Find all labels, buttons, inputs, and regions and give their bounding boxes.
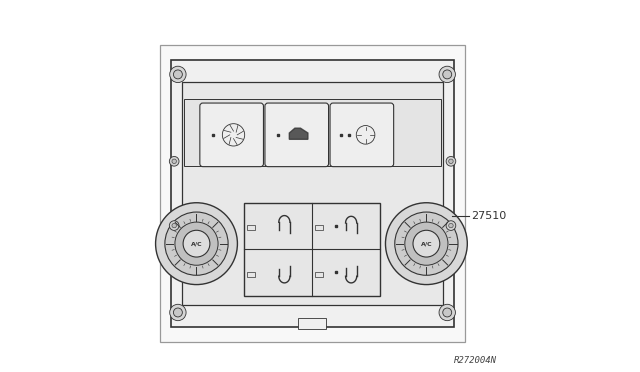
Bar [316,272,323,277]
Bar [182,82,443,305]
Circle shape [439,66,456,83]
Circle shape [413,230,440,257]
Circle shape [446,221,456,230]
FancyBboxPatch shape [200,103,264,167]
Circle shape [449,159,453,164]
Circle shape [443,308,452,317]
Bar [244,203,380,296]
Circle shape [395,212,458,275]
Circle shape [443,70,452,79]
Circle shape [405,222,448,265]
Text: 27510: 27510 [470,211,506,221]
Text: R272004N: R272004N [454,356,497,365]
FancyBboxPatch shape [265,103,328,167]
FancyBboxPatch shape [330,103,394,167]
Circle shape [439,304,456,321]
Circle shape [175,222,218,265]
Bar [316,225,323,231]
Bar [160,45,465,342]
Circle shape [385,203,467,285]
Circle shape [173,308,182,317]
Circle shape [170,157,179,166]
Polygon shape [289,128,308,140]
Circle shape [446,157,456,166]
Bar [184,99,441,166]
Bar [248,272,255,277]
Circle shape [172,223,177,228]
Bar [172,60,454,327]
Circle shape [173,70,182,79]
Text: A/C: A/C [191,241,202,246]
Circle shape [449,223,453,228]
Circle shape [172,159,177,164]
Bar [248,225,255,231]
Circle shape [156,203,237,285]
Circle shape [170,221,179,230]
Bar [298,318,326,329]
Circle shape [183,230,210,257]
Circle shape [165,212,228,275]
Circle shape [170,66,186,83]
Text: A/C: A/C [420,241,432,246]
Circle shape [170,304,186,321]
